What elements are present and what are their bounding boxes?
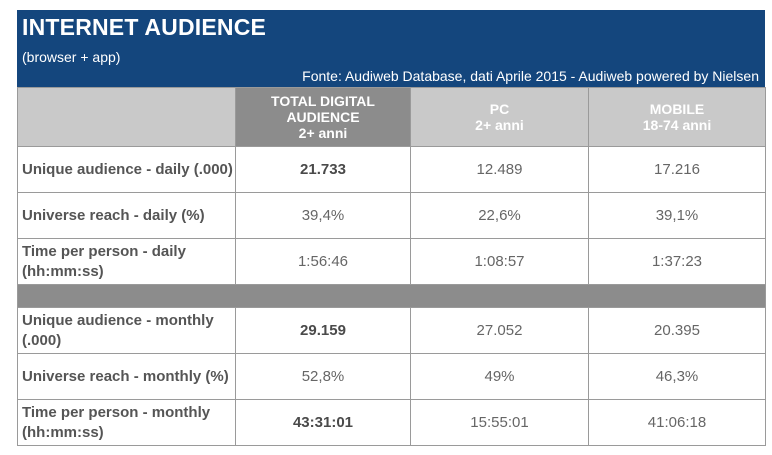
column-header-line: 2+ anni [298,125,348,141]
value-cell-pc: 22,6% [410,192,589,239]
value-cell-mobile: 46,3% [588,353,766,400]
row-label: Universe reach - daily (%) [17,192,236,239]
column-header-line: MOBILE [649,101,705,117]
column-header-pc: PC 2+ anni [410,87,589,147]
column-header-total-digital: TOTAL DIGITAL AUDIENCE 2+ anni [235,87,411,147]
table-row-daily-universe-reach: Universe reach - daily (%) 39,4% 22,6% 3… [17,192,766,239]
value-cell-pc: 12.489 [410,146,589,193]
row-label: Time per person - monthly (hh:mm:ss) [17,399,236,446]
value-cell-total: 43:31:01 [235,399,411,446]
column-header-mobile: MOBILE 18-74 anni [588,87,766,147]
value-cell-pc: 1:08:57 [410,238,589,285]
table-row-daily-unique-audience: Unique audience - daily (.000) 21.733 12… [17,146,766,193]
audience-data-table: TOTAL DIGITAL AUDIENCE 2+ anni PC 2+ ann… [17,87,766,446]
table-row-daily-time-per-person: Time per person - daily (hh:mm:ss) 1:56:… [17,238,766,285]
value-cell-pc: 15:55:01 [410,399,589,446]
column-header-line: 2+ anni [475,117,524,133]
table-row-monthly-unique-audience: Unique audience - monthly (.000) 29.159 … [17,307,766,354]
value-cell-total: 21.733 [235,146,411,193]
corner-header-cell [17,87,236,147]
value-cell-pc: 49% [410,353,589,400]
value-cell-mobile: 17.216 [588,146,766,193]
value-cell-total: 29.159 [235,307,411,354]
data-source-note: Fonte: Audiweb Database, dati Aprile 201… [302,68,759,84]
row-label: Universe reach - monthly (%) [17,353,236,400]
value-cell-mobile: 1:37:23 [588,238,766,285]
table-row-monthly-time-per-person: Time per person - monthly (hh:mm:ss) 43:… [17,399,766,446]
column-header-line: AUDIENCE [286,109,360,125]
table-row-monthly-universe-reach: Universe reach - monthly (%) 52,8% 49% 4… [17,353,766,400]
audience-table-figure: INTERNET AUDIENCE (browser + app) Fonte:… [17,10,766,451]
value-cell-mobile: 20.395 [588,307,766,354]
row-label: Time per person - daily (hh:mm:ss) [17,238,236,285]
column-header-line: TOTAL DIGITAL [271,93,375,109]
value-cell-total: 1:56:46 [235,238,411,285]
row-label: Unique audience - daily (.000) [17,146,236,193]
value-cell-mobile: 39,1% [588,192,766,239]
section-separator-row [17,284,766,308]
column-header-line: PC [489,101,510,117]
column-header-line: 18-74 anni [642,117,712,133]
value-cell-total: 52,8% [235,353,411,400]
table-title: INTERNET AUDIENCE [22,14,267,40]
table-subtitle: (browser + app) [22,49,121,65]
section-separator [17,284,766,308]
column-header-row: TOTAL DIGITAL AUDIENCE 2+ anni PC 2+ ann… [17,87,766,147]
value-cell-mobile: 41:06:18 [588,399,766,446]
value-cell-total: 39,4% [235,192,411,239]
row-label: Unique audience - monthly (.000) [17,307,236,354]
value-cell-pc: 27.052 [410,307,589,354]
table-header-banner: INTERNET AUDIENCE (browser + app) Fonte:… [17,10,765,87]
